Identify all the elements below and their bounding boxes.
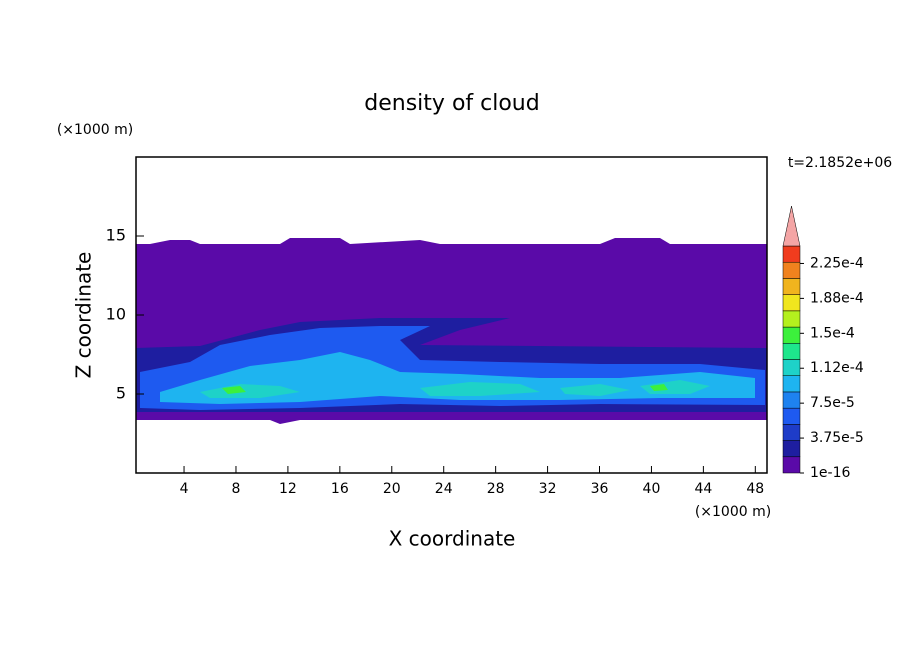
x-tick-label: 24 [435,481,453,497]
y-axis-label: Z coordinate [72,252,96,379]
colorbar-extend [782,205,801,247]
colorbar-box [782,456,801,474]
colorbar-box [782,424,801,441]
x-tick-label: 32 [539,481,557,497]
colorbar-label: 1.5e-4 [810,325,855,341]
colorbar-label: 3.75e-5 [810,430,864,446]
colorbar-box [782,294,801,312]
colorbar-box [782,326,801,344]
x-tick-label: 20 [383,481,401,497]
colorbar-box [782,391,801,409]
colorbar-box [782,407,801,425]
x-tick-label: 44 [694,481,712,497]
y-tick-label: 5 [116,384,126,403]
colorbar-box [782,261,801,279]
colorbar-label: 1e-16 [810,465,850,481]
colorbar-box [782,440,801,458]
colorbar-label: 1.88e-4 [810,290,864,306]
x-tick-label: 40 [643,481,661,497]
y-unit: (×1000 m) [57,122,133,138]
colorbar-box [782,245,801,263]
colorbar-box [782,343,801,360]
chart-title: density of cloud [364,91,539,116]
x-tick-label: 4 [180,481,189,497]
colorbar-label: 2.25e-4 [810,255,864,271]
x-tick-label: 28 [487,481,505,497]
x-tick-label: 48 [746,481,764,497]
time-label: t=2.1852e+06 [788,155,892,171]
colorbar-box [782,359,801,376]
x-tick-label: 36 [591,481,609,497]
y-tick-label: 10 [106,305,126,324]
colorbar-box [782,278,801,295]
x-axis-label: X coordinate [389,527,516,551]
x-tick-label: 8 [232,481,241,497]
colorbar-box [782,375,801,393]
colorbar-label: 7.5e-5 [810,395,855,411]
x-tick-label: 12 [279,481,297,497]
cloud-field [136,238,767,424]
x-tick-label: 16 [331,481,349,497]
colorbar-label: 1.12e-4 [810,360,864,376]
y-tick-label: 15 [106,226,126,245]
x-unit: (×1000 m) [695,504,771,520]
colorbar-box [782,310,801,328]
